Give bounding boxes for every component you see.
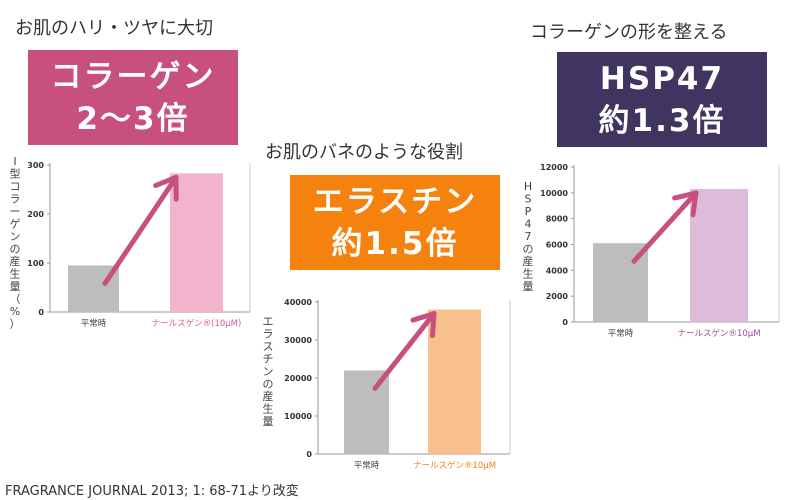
- source-footer: FRAGRANCE JOURNAL 2013; 1: 68-71より改変: [5, 484, 299, 499]
- hsp47-badge: HSP47 約1.3倍: [557, 52, 767, 147]
- y-tick-label: 10000: [540, 189, 568, 198]
- arrow-head: [410, 311, 437, 323]
- y-axis-label-char: 生: [523, 267, 534, 281]
- arrow-head: [153, 174, 179, 189]
- y-axis-label-char: ス: [263, 340, 274, 353]
- collagen-badge: コラーゲン 2〜3倍: [28, 50, 238, 145]
- y-tick-label: 20000: [284, 374, 312, 383]
- hsp47-caption: コラーゲンの形を整える: [530, 22, 728, 43]
- increase-arrow: [372, 311, 437, 391]
- y-axis-label-char: 型: [10, 167, 21, 181]
- y-tick-label: 0: [38, 308, 44, 317]
- y-axis-label-char: S: [525, 193, 532, 206]
- y-axis-label-char: 量: [10, 280, 21, 293]
- y-axis-label-char: ー: [10, 205, 21, 218]
- collagen-caption: お肌のハリ・ツヤに大切: [15, 18, 213, 39]
- x-tick-label: 平常時: [81, 318, 107, 329]
- y-axis-label-char: 量: [523, 280, 534, 293]
- elastin-title: エラスチン: [312, 184, 478, 220]
- y-axis-label-char: チ: [263, 353, 274, 366]
- x-tick-label: ナールスゲン®10μM: [413, 460, 496, 471]
- x-tick-label: 平常時: [608, 328, 634, 339]
- y-tick-label: 100: [27, 259, 44, 268]
- y-tick-label: 30000: [284, 336, 312, 345]
- y-axis-label-char: 7: [525, 230, 532, 243]
- y-axis-label-char: Ⅰ: [13, 155, 16, 168]
- y-tick-label: 12000: [540, 163, 568, 172]
- arrow-head: [430, 311, 437, 339]
- y-axis-label-char: 4: [525, 218, 532, 231]
- y-tick-label: 8000: [546, 215, 569, 224]
- y-axis-label-char: （: [10, 293, 21, 306]
- y-axis-label-char: ラ: [10, 193, 21, 206]
- y-axis-label-char: %: [10, 305, 20, 318]
- y-tick-label: 6000: [546, 241, 569, 250]
- y-axis-label-char: 生: [263, 402, 274, 416]
- x-tick-label: ナールスゲン®(10μM): [152, 318, 242, 329]
- y-tick-label: 0: [306, 450, 312, 459]
- elastin-caption: お肌のバネのような役割: [265, 142, 463, 163]
- increase-arrow: [631, 190, 699, 264]
- y-tick-label: 10000: [284, 412, 312, 421]
- y-axis-label-char: ン: [10, 230, 21, 243]
- y-axis-label-char: ン: [263, 365, 274, 378]
- elastin-value: 約1.5倍: [331, 226, 459, 262]
- y-tick-label: 2000: [546, 292, 569, 301]
- y-axis-label-char: 生: [10, 267, 21, 281]
- y-tick-label: 300: [27, 161, 44, 170]
- y-axis-label-char: 量: [263, 415, 274, 428]
- y-axis-label-char: 産: [263, 390, 274, 403]
- y-axis-label-char: の: [523, 243, 534, 256]
- x-tick-label: ナールスゲン®10μM: [677, 328, 760, 339]
- arrow-head: [672, 190, 699, 201]
- elastin-badge: エラスチン 約1.5倍: [290, 175, 500, 270]
- y-tick-label: 40000: [284, 298, 312, 307]
- bar-nahlsgen: [170, 173, 223, 312]
- y-axis-label-char: ゲ: [10, 218, 21, 231]
- bar-baseline: [344, 370, 389, 454]
- y-axis-label-char: の: [10, 243, 21, 256]
- increase-arrow: [102, 174, 179, 286]
- y-axis-label-char: P: [525, 205, 532, 218]
- collagen-title: コラーゲン: [50, 59, 216, 95]
- y-tick-label: 4000: [546, 266, 569, 275]
- bar-nahlsgen: [690, 188, 748, 322]
- y-axis-label-char: H: [524, 180, 532, 193]
- bar-nahlsgen: [428, 309, 481, 454]
- y-tick-label: 200: [27, 210, 44, 219]
- hsp47-title: HSP47: [599, 61, 725, 97]
- y-axis-label-char: の: [263, 378, 274, 391]
- y-axis-label-char: 産: [523, 255, 534, 268]
- y-axis-label-char: 産: [10, 255, 21, 268]
- y-axis-label-char: ラ: [263, 328, 274, 341]
- y-axis-label-char: ）: [10, 318, 21, 331]
- x-tick-label: 平常時: [354, 460, 380, 471]
- arrow-head: [690, 190, 699, 218]
- collagen-value: 2〜3倍: [76, 101, 190, 137]
- y-tick-label: 0: [562, 318, 568, 327]
- y-axis-label-char: コ: [10, 180, 21, 193]
- y-axis-label-char: エ: [263, 315, 274, 328]
- hsp47-value: 約1.3倍: [598, 103, 726, 139]
